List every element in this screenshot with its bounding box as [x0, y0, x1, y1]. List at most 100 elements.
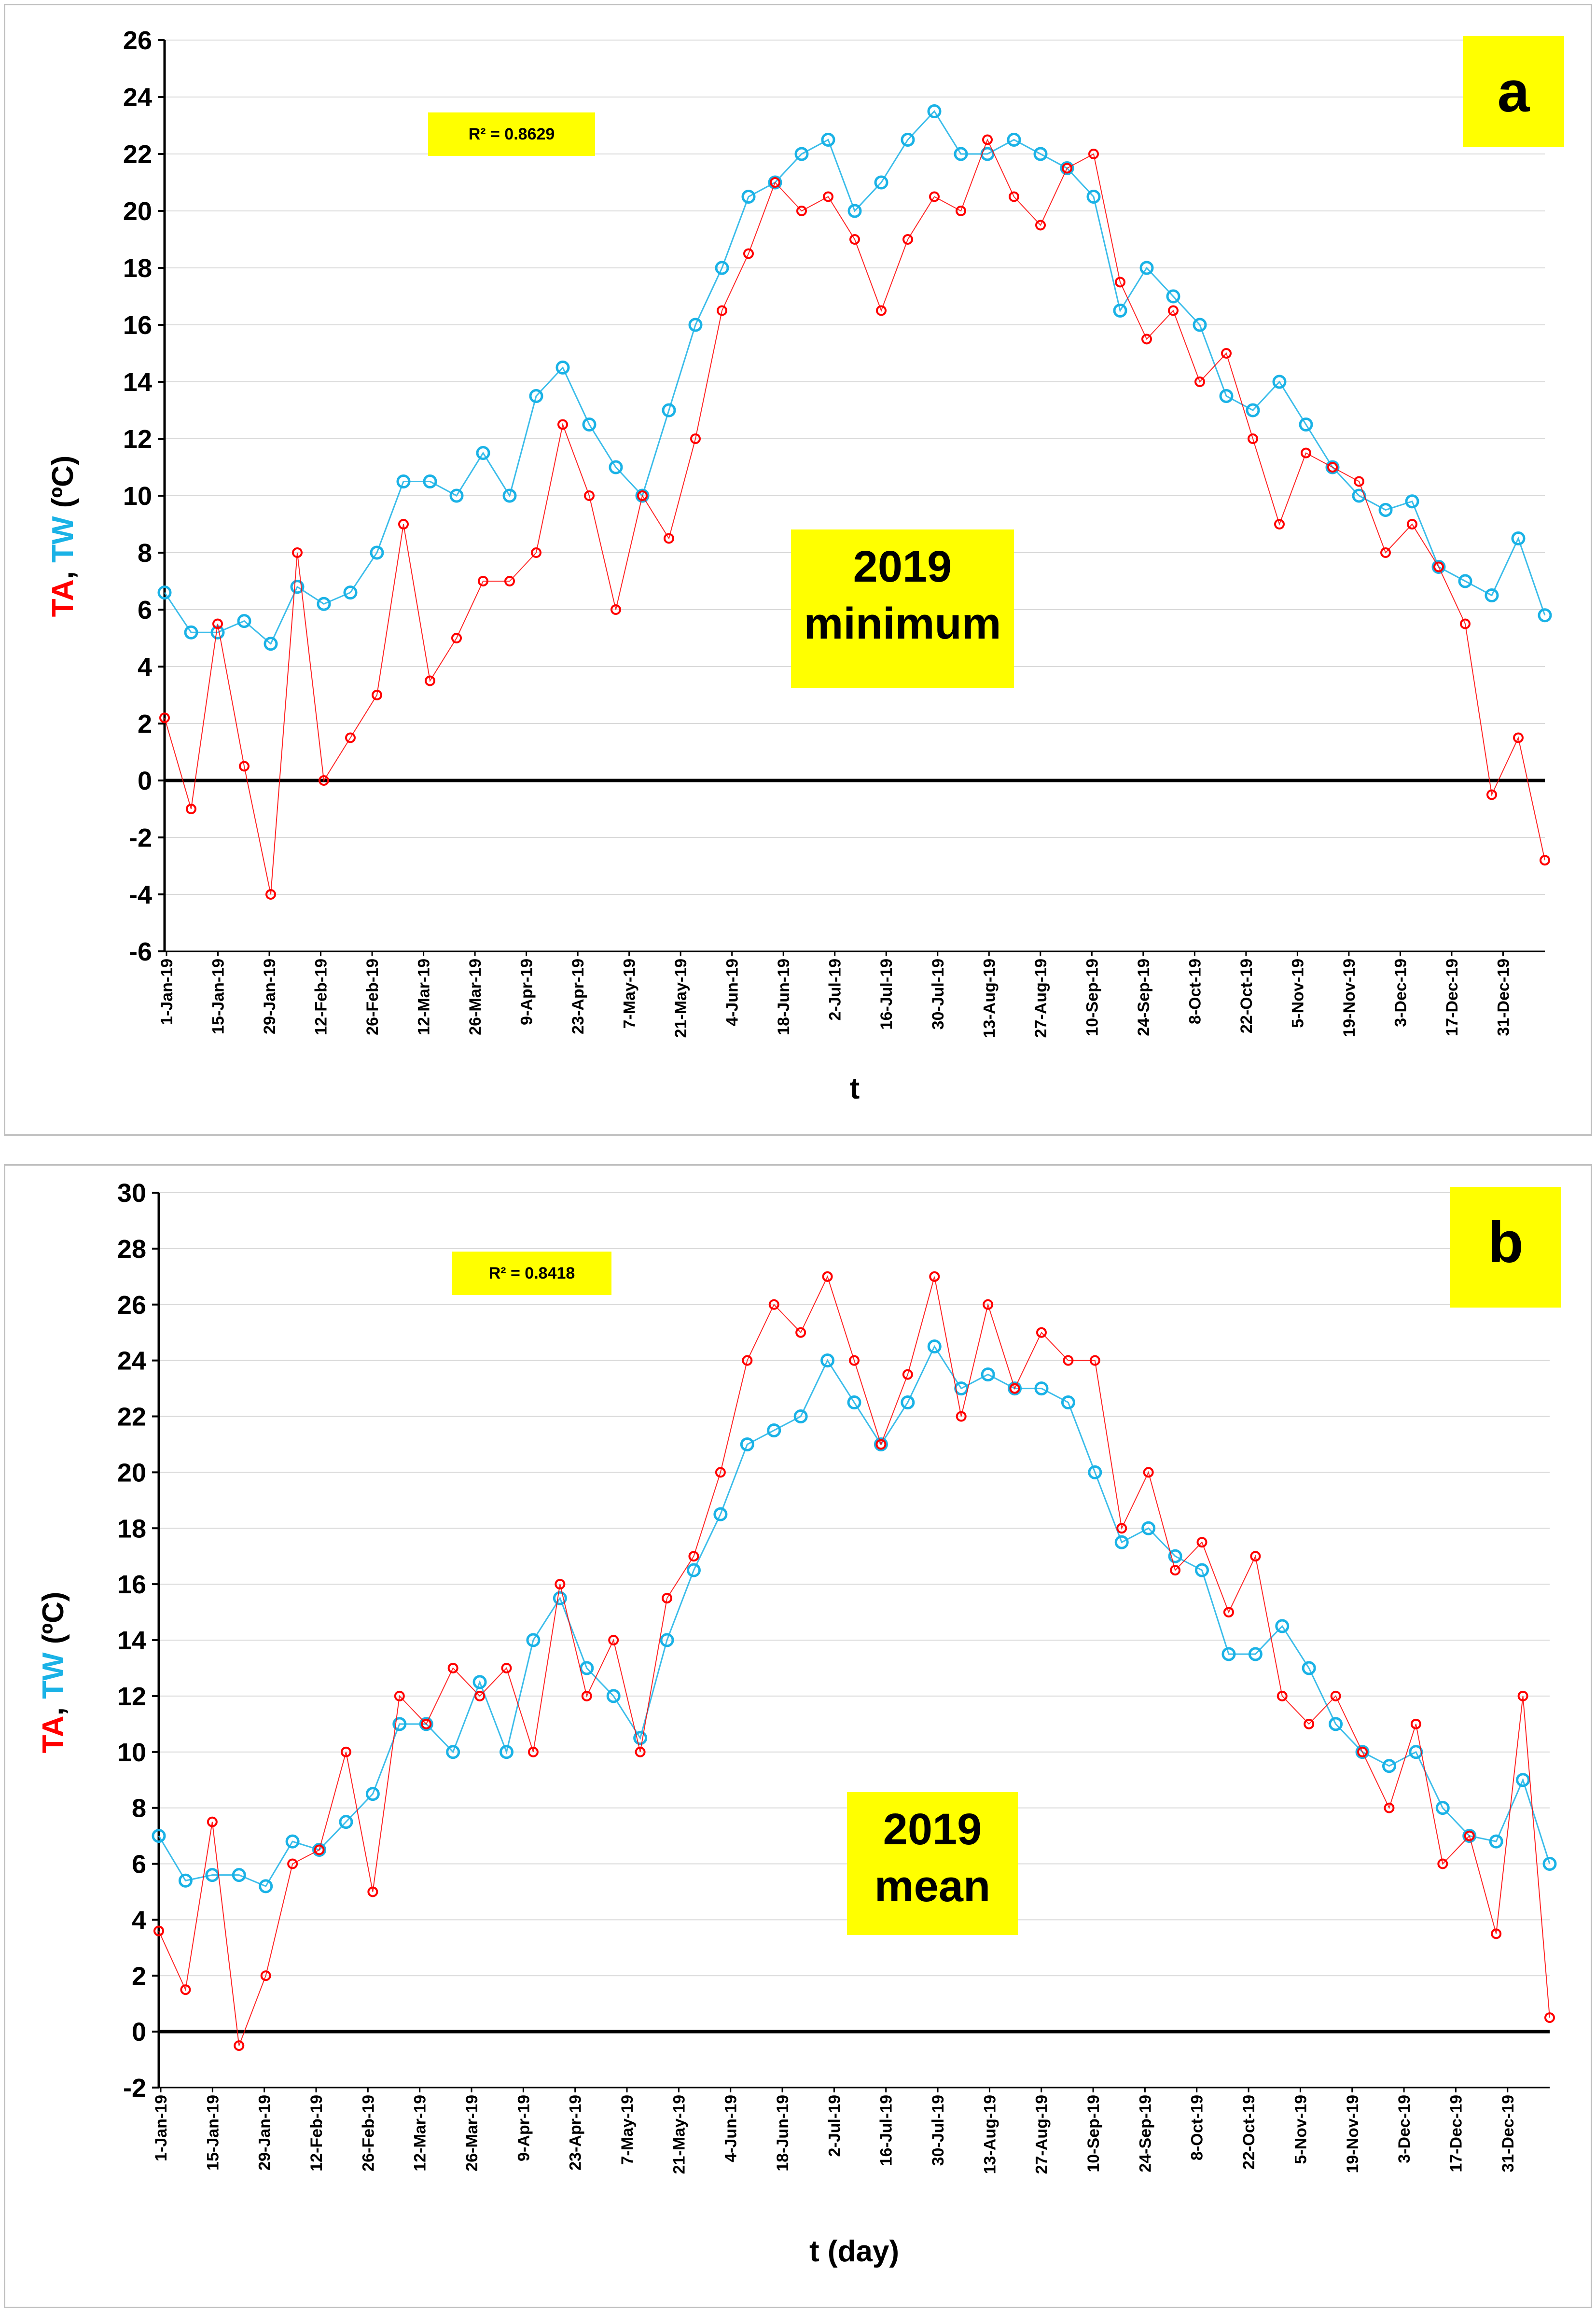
- x-tick-label: 4-Jun-19: [723, 959, 742, 1026]
- data-point-tw: [1299, 418, 1313, 432]
- data-point-tw: [1355, 1745, 1370, 1759]
- y-tick-label: 30: [117, 1179, 146, 1208]
- data-point-ta: [1410, 1718, 1421, 1729]
- data-point-ta: [1115, 277, 1125, 288]
- data-point-tw: [157, 585, 172, 600]
- data-point-ta: [611, 604, 621, 615]
- data-point-tw: [793, 1409, 808, 1423]
- data-point-tw: [178, 1873, 193, 1888]
- x-tick-label: 7-May-19: [618, 2095, 637, 2165]
- data-point-tw: [635, 488, 650, 503]
- data-point-tw: [446, 1745, 460, 1759]
- y-tick-label: 20: [117, 1458, 146, 1487]
- data-point-tw: [582, 418, 597, 432]
- data-point-tw: [874, 175, 888, 190]
- data-point-ta: [153, 1925, 164, 1936]
- data-point-tw: [1272, 375, 1287, 389]
- chart-panel-b: -2 0 2 4 6 8 10 12 14 16 18 20 22 24 26 28 30 1-Jan-19 15-…: [4, 1164, 1592, 2308]
- data-point-ta: [1301, 447, 1311, 459]
- data-point-ta: [398, 519, 409, 529]
- data-point-ta: [1116, 1523, 1127, 1534]
- x-tick-label: 8-Oct-19: [1186, 959, 1204, 1024]
- data-point-tw: [821, 133, 835, 147]
- year-label-b: 2019: [883, 1805, 982, 1854]
- x-tick-label: 24-Sep-19: [1135, 959, 1153, 1036]
- data-point-tw: [343, 585, 358, 600]
- data-point-tw: [1088, 1465, 1102, 1479]
- y-tick-label: 4: [138, 653, 152, 682]
- x-tick-label: 31-Dec-19: [1494, 959, 1513, 1036]
- data-point-tw: [449, 488, 464, 503]
- data-point-ta: [1384, 1802, 1395, 1813]
- stat-label-b: mean: [874, 1862, 991, 1911]
- data-point-tw: [502, 488, 517, 503]
- y-tick-label: 26: [117, 1291, 146, 1320]
- x-tick-label: 13-Aug-19: [980, 959, 999, 1038]
- y-tick-label: 4: [132, 1906, 146, 1935]
- y-axis-title-part: TA: [37, 1715, 70, 1753]
- data-point-tw: [526, 1633, 541, 1647]
- x-tick-label: 22-Oct-19: [1240, 2095, 1258, 2170]
- y-tick-label: 10: [117, 1738, 146, 1767]
- data-point-ta: [1194, 376, 1205, 387]
- data-point-tw: [1382, 1759, 1396, 1773]
- data-point-ta: [159, 712, 170, 724]
- y-axis-title-part: ,: [37, 1699, 70, 1715]
- data-point-ta: [849, 234, 860, 245]
- data-point-ta: [394, 1690, 405, 1701]
- data-point-ta: [1380, 547, 1391, 558]
- y-tick-label: 22: [117, 1403, 146, 1432]
- data-point-ta: [1221, 348, 1232, 359]
- data-point-tw: [901, 133, 915, 147]
- y-axis-title: TA, TW (ºC): [46, 456, 80, 617]
- data-point-ta: [849, 1355, 860, 1366]
- data-point-ta: [635, 1746, 646, 1757]
- data-point-tw: [820, 1353, 835, 1368]
- x-tick-label: 2-Jul-19: [826, 959, 845, 1021]
- x-tick-label: 15-Jan-19: [204, 2095, 222, 2171]
- data-point-tw: [1221, 1647, 1236, 1661]
- y-tick-label: 22: [123, 140, 152, 169]
- y-tick-label: 6: [138, 596, 152, 625]
- x-tick-label: 31-Dec-19: [1499, 2095, 1517, 2173]
- data-point-ta: [875, 1439, 887, 1450]
- y-tick-label: -2: [123, 2074, 146, 2103]
- data-point-ta: [557, 419, 568, 430]
- y-tick-label: 26: [123, 26, 152, 55]
- x-tick-label: 7-May-19: [621, 959, 639, 1029]
- data-point-ta: [584, 490, 595, 501]
- x-tick-label: 17-Dec-19: [1447, 2095, 1465, 2173]
- data-point-tw: [285, 1834, 300, 1849]
- data-point-ta: [1517, 1690, 1528, 1701]
- data-point-ta: [743, 248, 754, 259]
- x-tick-label: 26-Feb-19: [359, 2095, 377, 2172]
- data-point-tw: [686, 1563, 701, 1577]
- x-tick-label: 17-Dec-19: [1443, 959, 1461, 1036]
- x-tick-label: 24-Sep-19: [1136, 2095, 1154, 2173]
- data-point-ta: [1513, 732, 1524, 743]
- data-point-ta: [260, 1970, 271, 1981]
- x-tick-label: 13-Aug-19: [981, 2095, 999, 2174]
- data-point-tw: [1113, 304, 1127, 318]
- x-tick-label: 10-Sep-19: [1083, 959, 1101, 1036]
- data-point-ta: [367, 1886, 378, 1897]
- data-point-tw: [1325, 460, 1340, 474]
- data-point-ta: [1357, 1746, 1368, 1757]
- data-point-tw: [553, 1591, 567, 1605]
- title-box-b: 2019 mean: [847, 1792, 1018, 1935]
- x-tick-label: 9-Apr-19: [518, 959, 536, 1025]
- y-tick-label: 20: [123, 197, 152, 226]
- y-tick-label: 12: [117, 1682, 146, 1711]
- data-point-tw: [713, 1507, 728, 1521]
- x-tick-label: 29-Jan-19: [261, 959, 279, 1034]
- data-point-tw: [500, 1745, 513, 1759]
- data-point-tw: [606, 1689, 621, 1703]
- r2-label-b: R² = 0.8418: [452, 1252, 611, 1295]
- y-axis-title-part: ,: [46, 563, 80, 579]
- data-point-tw: [1034, 1381, 1049, 1396]
- data-point-tw: [1405, 494, 1419, 509]
- data-point-ta: [1327, 462, 1338, 473]
- data-point-ta: [239, 761, 250, 772]
- data-point-ta: [319, 775, 329, 786]
- data-point-ta: [768, 1299, 779, 1310]
